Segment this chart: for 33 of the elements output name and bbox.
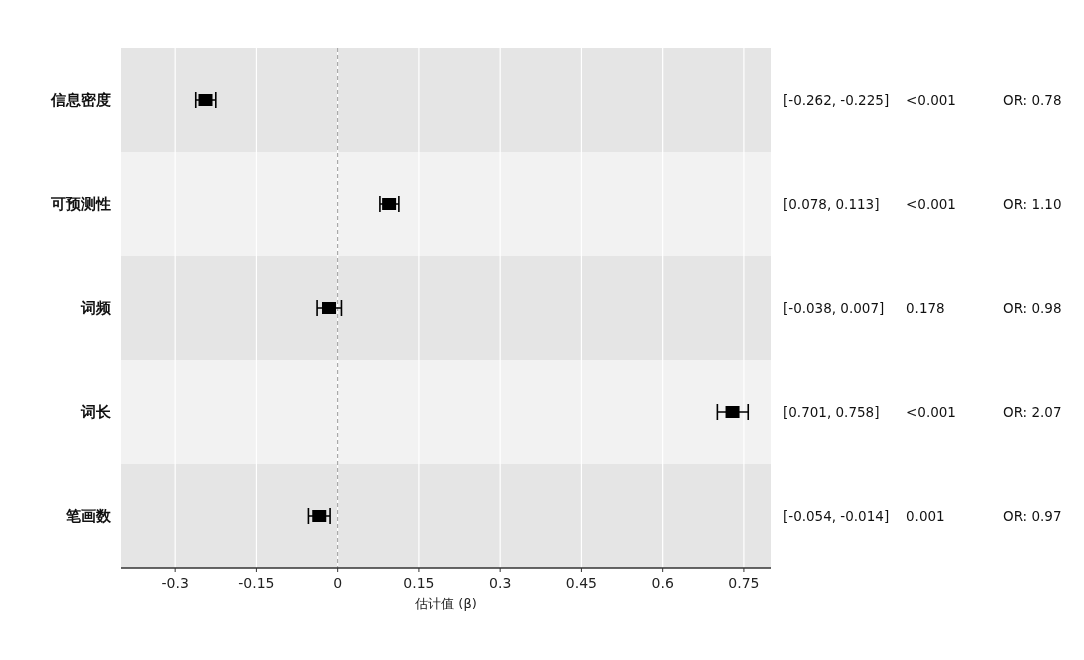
text: 0.178 <box>906 300 945 316</box>
x-tick-label: 0.3 <box>489 575 512 591</box>
y-tick-label: 词长 <box>80 403 112 421</box>
x-tick-label: 0.75 <box>728 575 760 591</box>
y-tick-label: 词频 <box>80 299 112 317</box>
y-tick-label: 信息密度 <box>50 91 111 109</box>
point <box>322 302 336 314</box>
point <box>725 406 740 418</box>
text: [-0.038, 0.007] <box>783 300 885 316</box>
point <box>312 510 327 522</box>
x-tick-label: 0.15 <box>403 575 435 591</box>
x-tick-label: 0.6 <box>651 575 674 591</box>
text: [0.701, 0.758] <box>783 404 880 420</box>
x-axis-title: 估计值 (β) <box>414 596 477 611</box>
text: [-0.262, -0.225] <box>783 92 890 108</box>
y-tick-label: 可预测性 <box>50 195 111 213</box>
text: [-0.054, -0.014] <box>783 508 890 524</box>
text: OR: 2.07 <box>1003 404 1062 420</box>
x-tick-label: 0.45 <box>565 575 597 591</box>
text: [0.078, 0.113] <box>783 196 880 212</box>
text: OR: 1.10 <box>1003 196 1062 212</box>
x-tick-label: -0.15 <box>238 575 275 591</box>
text: OR: 0.98 <box>1003 300 1062 316</box>
y-tick-label: 笔画数 <box>65 507 112 525</box>
text: OR: 0.97 <box>1003 508 1062 524</box>
text: <0.001 <box>906 196 956 212</box>
text: 0.001 <box>906 508 945 524</box>
x-tick-label: 0 <box>333 575 343 591</box>
point <box>198 94 213 106</box>
text: <0.001 <box>906 404 956 420</box>
text: <0.001 <box>906 92 956 108</box>
text: OR: 0.78 <box>1003 92 1062 108</box>
x-tick-label: -0.3 <box>161 575 189 591</box>
